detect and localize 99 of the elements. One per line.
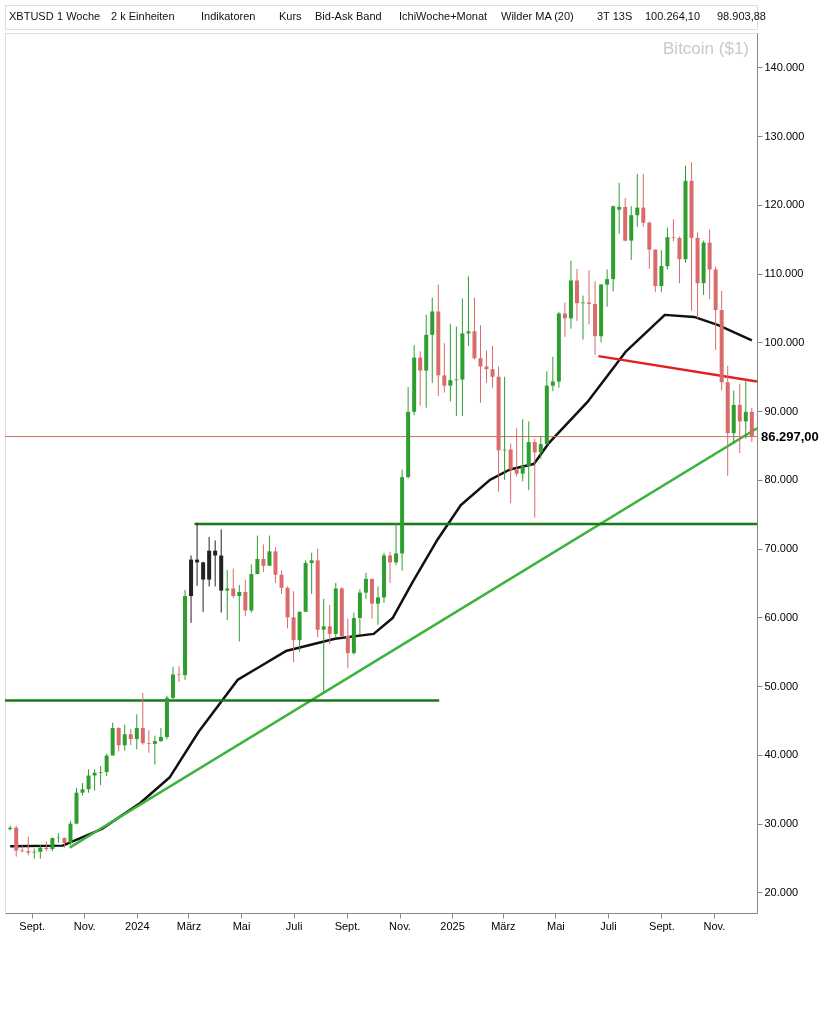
candlestick	[641, 173, 646, 228]
candlestick	[261, 544, 266, 573]
candlestick	[321, 598, 326, 693]
candlestick	[635, 173, 640, 228]
candlestick	[146, 729, 151, 754]
text: Wilder MA (20)	[501, 10, 574, 22]
candlestick	[514, 427, 519, 477]
candlestick	[363, 572, 368, 600]
text: Bid-Ask Band	[315, 10, 382, 22]
candlestick	[104, 753, 109, 777]
x-tick-label: Mai	[547, 919, 565, 932]
y-tick-label: 140.000	[764, 60, 805, 73]
y-tick-label: 40.000	[764, 748, 799, 761]
ref-line-label: 86.297,00	[761, 428, 819, 444]
y-tick-label: 50.000	[764, 679, 799, 692]
candlestick	[430, 297, 435, 384]
candlestick	[177, 665, 181, 683]
candlestick	[327, 604, 332, 645]
text: 100.264,10	[645, 10, 701, 22]
candlestick	[394, 523, 399, 566]
candlestick	[279, 570, 284, 595]
y-tick-label: 110.000	[764, 267, 804, 280]
candlestick	[743, 379, 748, 440]
x-tick-label: Mai	[232, 919, 251, 932]
candlestick	[448, 323, 453, 402]
candlestick	[255, 535, 260, 575]
candlestick	[418, 350, 423, 407]
y-tick-label: 20.000	[764, 885, 799, 898]
candlestick	[273, 546, 278, 584]
x-tick-label: März	[491, 919, 516, 932]
candlestick	[134, 713, 139, 750]
candlestick	[466, 275, 471, 347]
candlestick	[574, 268, 579, 322]
candlestick	[116, 726, 121, 752]
candlestick	[550, 356, 555, 392]
candlestick	[267, 535, 272, 567]
candlestick	[532, 438, 537, 519]
candlestick	[291, 590, 296, 663]
candlestick	[442, 342, 447, 394]
x-tick-label: Sept.	[649, 919, 675, 932]
candlestick	[14, 825, 19, 858]
x-tick-label: Nov.	[73, 919, 96, 932]
candlestick	[520, 418, 525, 482]
y-tick-label: 90.000	[764, 404, 799, 417]
candlestick	[158, 727, 163, 743]
text: 2 k Einheiten	[111, 10, 175, 22]
x-tick-label: Sept.	[334, 919, 361, 932]
candlestick	[605, 269, 610, 308]
candlestick	[538, 435, 543, 460]
y-tick-label: 100.000	[764, 335, 805, 348]
candlestick	[659, 249, 664, 293]
y-tick-label: 30.000	[764, 817, 799, 830]
x-tick-label: Nov.	[703, 919, 726, 932]
text: 98.903,88	[717, 10, 766, 22]
candlestick	[201, 561, 206, 613]
x-tick-label: 2024	[125, 919, 150, 932]
text: IchiWoche+Monat	[399, 10, 488, 22]
x-tick-label: 2025	[440, 919, 465, 932]
candlestick	[237, 584, 242, 642]
candlestick	[737, 383, 742, 454]
candlestick	[375, 585, 380, 626]
candlestick	[484, 350, 489, 384]
candlestick	[152, 735, 157, 765]
candlestick	[617, 182, 622, 235]
candlestick	[213, 539, 218, 587]
candlestick	[490, 345, 495, 389]
x-tick-label: Sept.	[19, 919, 46, 932]
candlestick	[243, 579, 248, 617]
candlestick	[231, 568, 236, 599]
candlestick	[26, 836, 31, 856]
x-tick-label: Juli	[285, 919, 303, 932]
y-tick-label: 70.000	[764, 542, 799, 555]
text: 1 Woche	[57, 10, 101, 22]
candlestick	[508, 442, 513, 504]
candlestick	[32, 847, 37, 860]
x-tick-label: Nov.	[389, 919, 411, 932]
x-tick-label: März	[176, 919, 202, 932]
y-tick-label: 80.000	[764, 473, 799, 486]
candlestick	[140, 692, 145, 746]
candlestick	[309, 552, 314, 595]
candlestick	[68, 820, 73, 846]
candlestick	[92, 768, 97, 792]
candlestick	[122, 724, 127, 752]
candlestick	[170, 666, 175, 703]
text: 3T 13S	[597, 10, 633, 22]
y-tick-label: 130.000	[764, 129, 805, 142]
candlestick	[677, 236, 682, 284]
candlestick	[86, 768, 91, 794]
y-tick-label: 120.000	[764, 198, 805, 211]
text: Kurs	[279, 10, 303, 22]
candlestick	[345, 618, 350, 669]
candlestick	[98, 765, 103, 786]
y-tick-label: 60.000	[764, 610, 799, 623]
x-tick-label: Juli	[600, 919, 617, 932]
candlestick	[671, 218, 676, 242]
text: XBTUSD	[9, 10, 54, 22]
candlestick	[225, 569, 230, 621]
text: Indikatoren	[201, 10, 256, 22]
candlestick	[478, 324, 483, 404]
